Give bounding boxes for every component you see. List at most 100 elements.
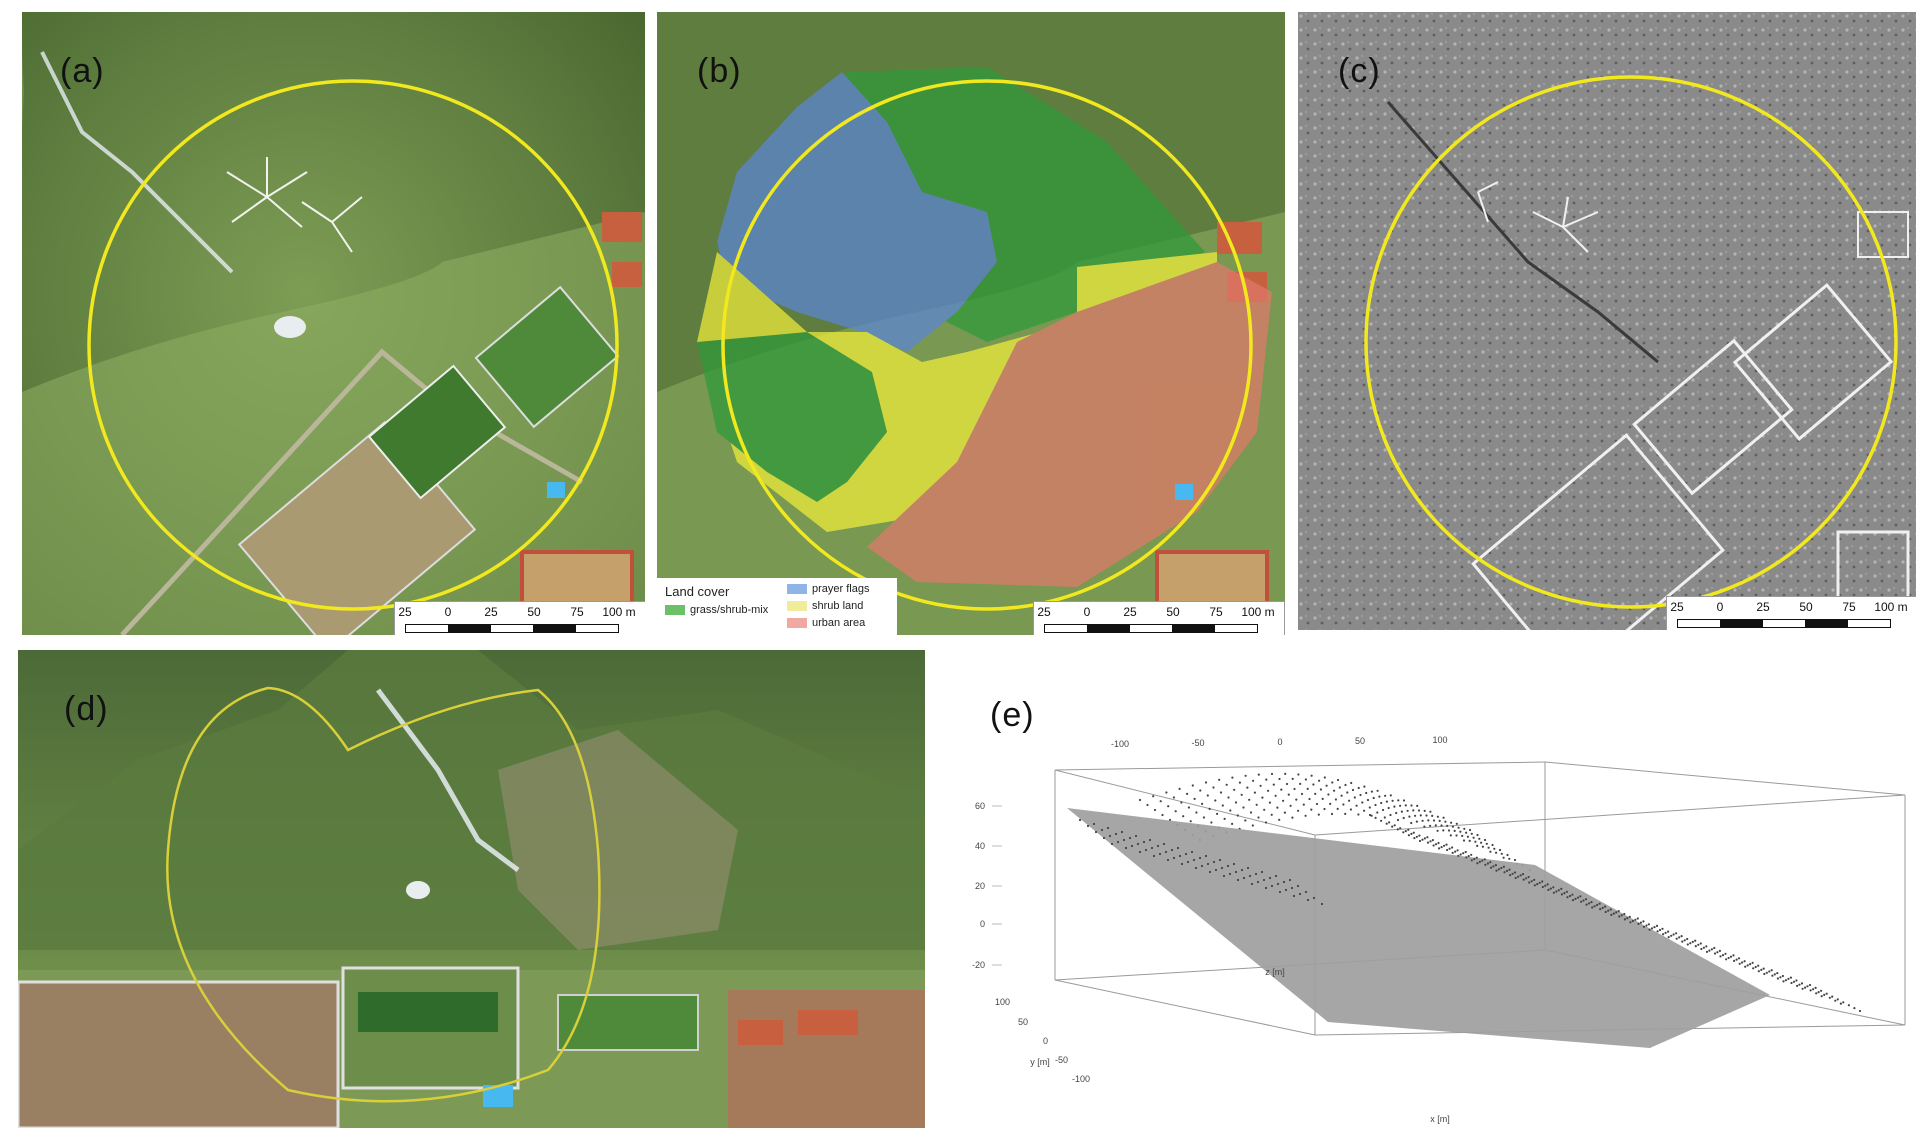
point-cloud-dot bbox=[1244, 774, 1247, 777]
point-cloud-dot bbox=[1148, 838, 1152, 842]
point-cloud-dot bbox=[1357, 786, 1360, 790]
point-cloud-dot bbox=[1287, 793, 1290, 796]
point-cloud-dot bbox=[1102, 836, 1106, 840]
point-cloud-dot bbox=[1801, 987, 1804, 990]
point-cloud-dot bbox=[1429, 840, 1432, 843]
point-cloud-dot bbox=[1729, 955, 1733, 958]
point-cloud-dot bbox=[1357, 813, 1360, 816]
point-cloud-dot bbox=[1806, 985, 1809, 988]
x-axis-tick: -100 bbox=[1111, 739, 1129, 749]
point-cloud-dot bbox=[1317, 813, 1320, 816]
point-cloud-dot bbox=[1476, 833, 1479, 837]
point-cloud-dot bbox=[1474, 840, 1477, 843]
point-cloud-dot bbox=[1383, 816, 1386, 819]
point-cloud-dot bbox=[1223, 817, 1226, 820]
point-cloud-dot bbox=[1462, 852, 1465, 855]
point-cloud-dot bbox=[1240, 793, 1243, 796]
point-cloud-dot bbox=[1116, 840, 1120, 844]
y-axis-tick: -100 bbox=[1072, 1074, 1090, 1084]
point-cloud-dot bbox=[1667, 936, 1670, 939]
point-cloud-dot bbox=[1658, 928, 1662, 932]
point-cloud-dot bbox=[1675, 932, 1678, 935]
point-cloud-dot bbox=[1519, 874, 1522, 877]
point-cloud-dot bbox=[1193, 797, 1196, 800]
point-cloud-dot bbox=[1370, 790, 1373, 793]
point-cloud-dot bbox=[1525, 877, 1528, 880]
point-cloud-dot bbox=[1264, 886, 1268, 890]
point-cloud-dot bbox=[1686, 943, 1689, 946]
point-cloud-dot bbox=[1491, 843, 1494, 847]
point-cloud-dot bbox=[1195, 811, 1198, 814]
point-cloud-dot bbox=[1199, 789, 1202, 792]
point-cloud-dot bbox=[1418, 834, 1421, 837]
point-cloud-dot bbox=[1629, 921, 1632, 924]
point-cloud-dot bbox=[1751, 961, 1754, 964]
point-cloud-dot bbox=[1306, 787, 1309, 790]
point-cloud-dot bbox=[1368, 806, 1371, 809]
point-cloud-dot bbox=[1620, 914, 1623, 917]
point-cloud-dot bbox=[1631, 919, 1634, 923]
point-cloud-dot bbox=[1353, 796, 1356, 799]
point-cloud-dot bbox=[1236, 878, 1240, 882]
point-cloud-dot bbox=[1823, 993, 1826, 996]
point-cloud-dot bbox=[1541, 880, 1544, 883]
point-cloud-dot bbox=[1694, 939, 1697, 942]
point-cloud-dot bbox=[1304, 814, 1307, 817]
point-cloud-dot bbox=[1285, 782, 1289, 786]
point-cloud-dot bbox=[1278, 777, 1281, 781]
point-cloud-dot bbox=[1436, 829, 1439, 832]
point-cloud-dot bbox=[1407, 828, 1410, 831]
point-cloud-dot bbox=[1144, 848, 1148, 852]
point-cloud-dot bbox=[1700, 947, 1703, 951]
point-cloud-dot bbox=[1276, 882, 1280, 886]
point-cloud-dot bbox=[1609, 908, 1612, 911]
point-cloud-dot bbox=[1120, 830, 1124, 834]
point-cloud-dot bbox=[1744, 965, 1747, 968]
point-cloud-dot bbox=[1297, 773, 1300, 776]
panel-label: (b) bbox=[697, 52, 742, 90]
point-cloud-dot bbox=[1219, 791, 1223, 794]
z-axis-tick: 0 bbox=[980, 919, 985, 929]
point-cloud-dot bbox=[1270, 884, 1274, 888]
point-cloud-dot bbox=[1781, 974, 1784, 978]
building-roof bbox=[738, 1020, 783, 1045]
point-cloud-dot bbox=[1431, 814, 1434, 817]
point-cloud-dot bbox=[1839, 1002, 1842, 1005]
garden-compound bbox=[557, 994, 699, 1051]
point-cloud-dot bbox=[1267, 789, 1270, 792]
scale-bar-ticks: 25 0 25 50 75 100 m bbox=[1034, 605, 1284, 619]
point-cloud-dot bbox=[1814, 986, 1817, 989]
point-cloud-dot bbox=[1295, 798, 1298, 801]
point-cloud-dot bbox=[1450, 821, 1453, 824]
point-cloud-dot bbox=[1282, 799, 1285, 802]
point-cloud-dot bbox=[1457, 854, 1460, 857]
point-cloud-dot bbox=[1159, 800, 1162, 803]
point-cloud-dot bbox=[1808, 983, 1812, 987]
inner-axis-label: z [m] bbox=[1265, 967, 1285, 977]
point-cloud-dot bbox=[1172, 856, 1176, 860]
point-cloud-dot bbox=[1763, 972, 1766, 976]
point-cloud-dot bbox=[1385, 822, 1388, 825]
point-cloud-dot bbox=[1472, 836, 1475, 839]
point-cloud-dot bbox=[1338, 786, 1341, 789]
point-cloud-dot bbox=[1593, 905, 1596, 908]
point-cloud-dot bbox=[1466, 835, 1469, 838]
point-cloud-dot bbox=[1828, 996, 1831, 999]
point-cloud-dot bbox=[1604, 905, 1607, 908]
point-cloud-dot bbox=[1820, 995, 1823, 998]
monastery-garden bbox=[358, 992, 498, 1032]
legend-item: prayer flags bbox=[787, 583, 869, 595]
point-cloud-dot bbox=[1549, 887, 1552, 890]
point-cloud-dot bbox=[1418, 839, 1422, 843]
panel-d-photo-graphic bbox=[18, 650, 925, 1128]
point-cloud-dot bbox=[1180, 862, 1184, 866]
point-cloud-dot bbox=[1842, 1001, 1845, 1004]
point-cloud-dot bbox=[1330, 812, 1334, 816]
relief-compound-outline bbox=[1732, 283, 1894, 441]
y-axis-tick: 100 bbox=[995, 997, 1010, 1007]
point-cloud-dot bbox=[1468, 828, 1472, 832]
point-cloud-dot bbox=[1100, 828, 1104, 832]
point-cloud-dot bbox=[1697, 943, 1700, 946]
point-cloud-dot bbox=[1419, 814, 1422, 817]
z-axis-tick: -20 bbox=[972, 960, 985, 970]
